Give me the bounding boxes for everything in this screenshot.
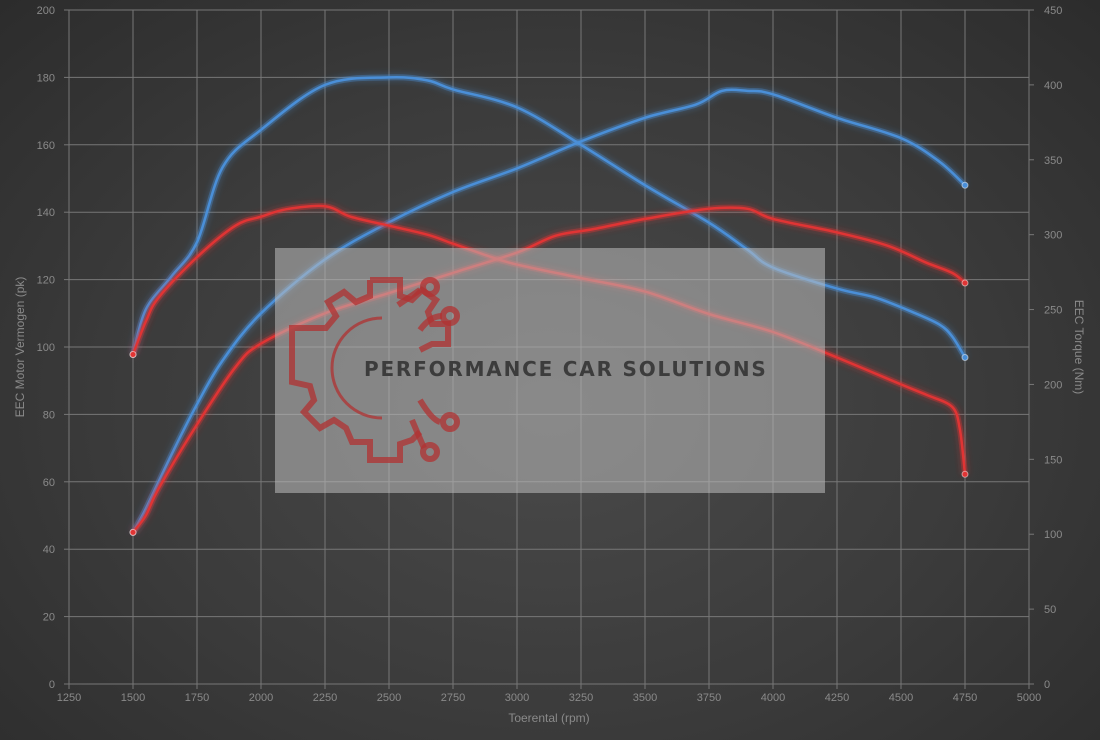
- x-tick-label: 3500: [633, 692, 657, 704]
- series-endpoint-marker: [129, 528, 137, 536]
- watermark-panel: [275, 248, 825, 493]
- x-tick-label: 4500: [889, 692, 913, 704]
- y-right-tick-label: 400: [1044, 80, 1062, 92]
- x-axis-title: Toerental (rpm): [508, 711, 589, 725]
- x-tick-label: 4250: [825, 692, 849, 704]
- x-tick-label: 3750: [697, 692, 721, 704]
- x-tick-label: 1250: [57, 692, 81, 704]
- series-endpoint-marker: [961, 353, 969, 361]
- x-tick-label: 5000: [1017, 692, 1041, 704]
- y-right-tick-label: 50: [1044, 604, 1056, 616]
- y-right-tick-label: 300: [1044, 230, 1062, 242]
- y-left-tick-label: 0: [49, 679, 55, 691]
- watermark: PERFORMANCE CAR SOLUTIONS: [275, 248, 825, 493]
- y-left-tick-label: 40: [43, 544, 55, 556]
- y-left-tick-label: 200: [37, 5, 55, 17]
- x-tick-label: 2750: [441, 692, 465, 704]
- series-line: [131, 75, 967, 359]
- series-endpoint-marker: [961, 470, 969, 478]
- x-tick-label: 4000: [761, 692, 785, 704]
- y-right-tick-label: 350: [1044, 155, 1062, 167]
- x-tick-label: 3250: [569, 692, 593, 704]
- series-endpoint-marker: [961, 181, 969, 189]
- series-endpoint-marker: [961, 279, 969, 287]
- series-line: [131, 206, 967, 534]
- x-tick-label: 2250: [313, 692, 337, 704]
- series-line: [131, 88, 967, 534]
- y-right-tick-label: 150: [1044, 454, 1062, 466]
- y-right-tick-label: 450: [1044, 5, 1062, 17]
- y-left-tick-label: 160: [37, 140, 55, 152]
- x-tick-label: 2000: [249, 692, 273, 704]
- y-axis-left-title: EEC Motor Vermogen (pk): [13, 277, 27, 418]
- y-left-tick-label: 120: [37, 275, 55, 287]
- y-axis-right-title: EEC Torque (Nm): [1072, 300, 1086, 394]
- axis-ticks: 1250 1500 1750 2000 2250 2500 2750 3000 3250 3500…: [37, 5, 1063, 704]
- y-right-tick-label: 200: [1044, 379, 1062, 391]
- y-right-tick-label: 100: [1044, 529, 1062, 541]
- x-tick-label: 1500: [121, 692, 145, 704]
- y-right-tick-label: 0: [1044, 679, 1050, 691]
- y-left-tick-label: 140: [37, 207, 55, 219]
- y-right-tick-label: 250: [1044, 305, 1062, 317]
- gear-circuit-logo-icon: [289, 277, 460, 463]
- series-endpoint-marker: [129, 350, 137, 358]
- y-left-tick-label: 100: [37, 342, 55, 354]
- x-tick-label: 2500: [377, 692, 401, 704]
- x-tick-label: 3000: [505, 692, 529, 704]
- watermark-text: PERFORMANCE CAR SOLUTIONS: [364, 357, 768, 381]
- y-left-tick-label: 60: [43, 477, 55, 489]
- x-tick-label: 4750: [953, 692, 977, 704]
- series-3: [129, 204, 969, 536]
- y-left-tick-label: 20: [43, 612, 55, 624]
- y-left-tick-label: 180: [37, 72, 55, 84]
- y-left-tick-label: 80: [43, 409, 55, 421]
- x-tick-label: 1750: [185, 692, 209, 704]
